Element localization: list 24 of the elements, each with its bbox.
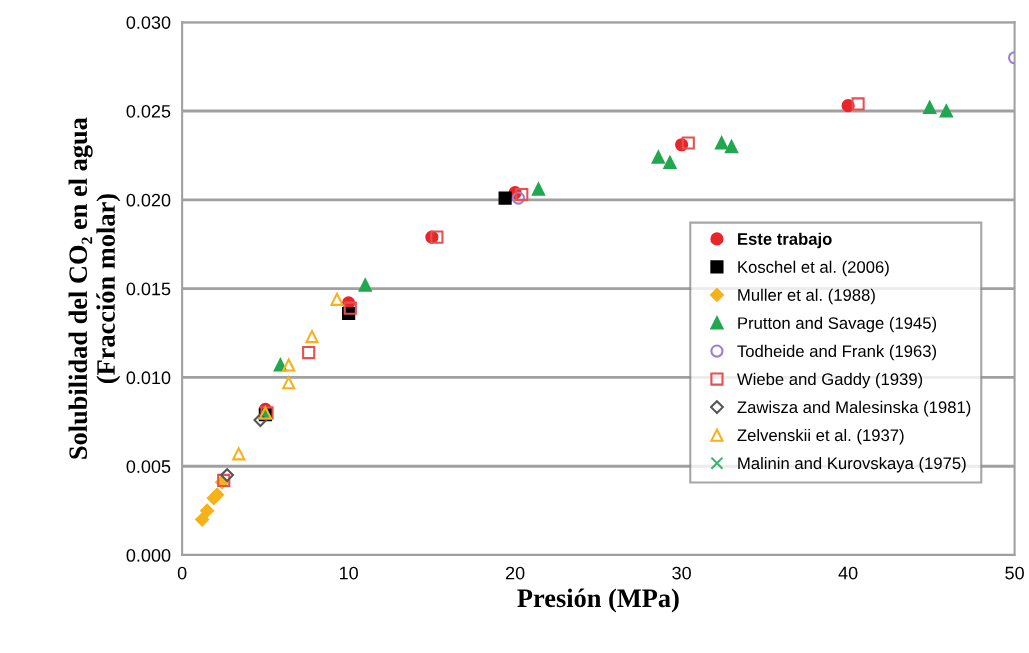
x-tick-label: 0	[177, 566, 187, 580]
legend-label: Wiebe and Gaddy (1939)	[737, 372, 923, 389]
legend-label: Muller et al. (1988)	[738, 288, 875, 305]
y-tick-label: 0.000	[126, 548, 171, 562]
legend-label: Prutton and Savage (1945)	[738, 316, 937, 333]
legend-label: Todheide and Frank (1963)	[737, 344, 937, 361]
x-tick-label: 20	[505, 566, 525, 580]
x-axis-title: Presión (MPa)	[517, 588, 679, 613]
x-tick-label: 40	[838, 566, 858, 580]
legend-label: Malinin and Kurovskaya (1975)	[738, 456, 966, 473]
legend-label: Koschel et al. (2006)	[738, 260, 889, 277]
y-tick-label: 0.010	[126, 371, 171, 385]
legend-label: Zelvenskii et al. (1937)	[737, 428, 904, 445]
x-tick-label: 10	[339, 566, 358, 580]
legend-label: Este trabajo	[738, 232, 832, 249]
y-axis-title: Solubilidad del CO₂ en el agua (Fracción molar)	[68, 117, 121, 459]
legend-label: Zawisza and Malesinska (1981)	[737, 400, 971, 417]
y-tick-label: 0.005	[126, 460, 171, 473]
y-tick-label: 0.015	[126, 282, 171, 296]
y-tick-label: 0.030	[126, 16, 171, 29]
y-tick-label: 0.020	[126, 193, 171, 207]
x-tick-label: 50	[1005, 566, 1024, 580]
y-tick-label: 0.025	[126, 104, 171, 118]
x-tick-label: 30	[672, 566, 691, 580]
